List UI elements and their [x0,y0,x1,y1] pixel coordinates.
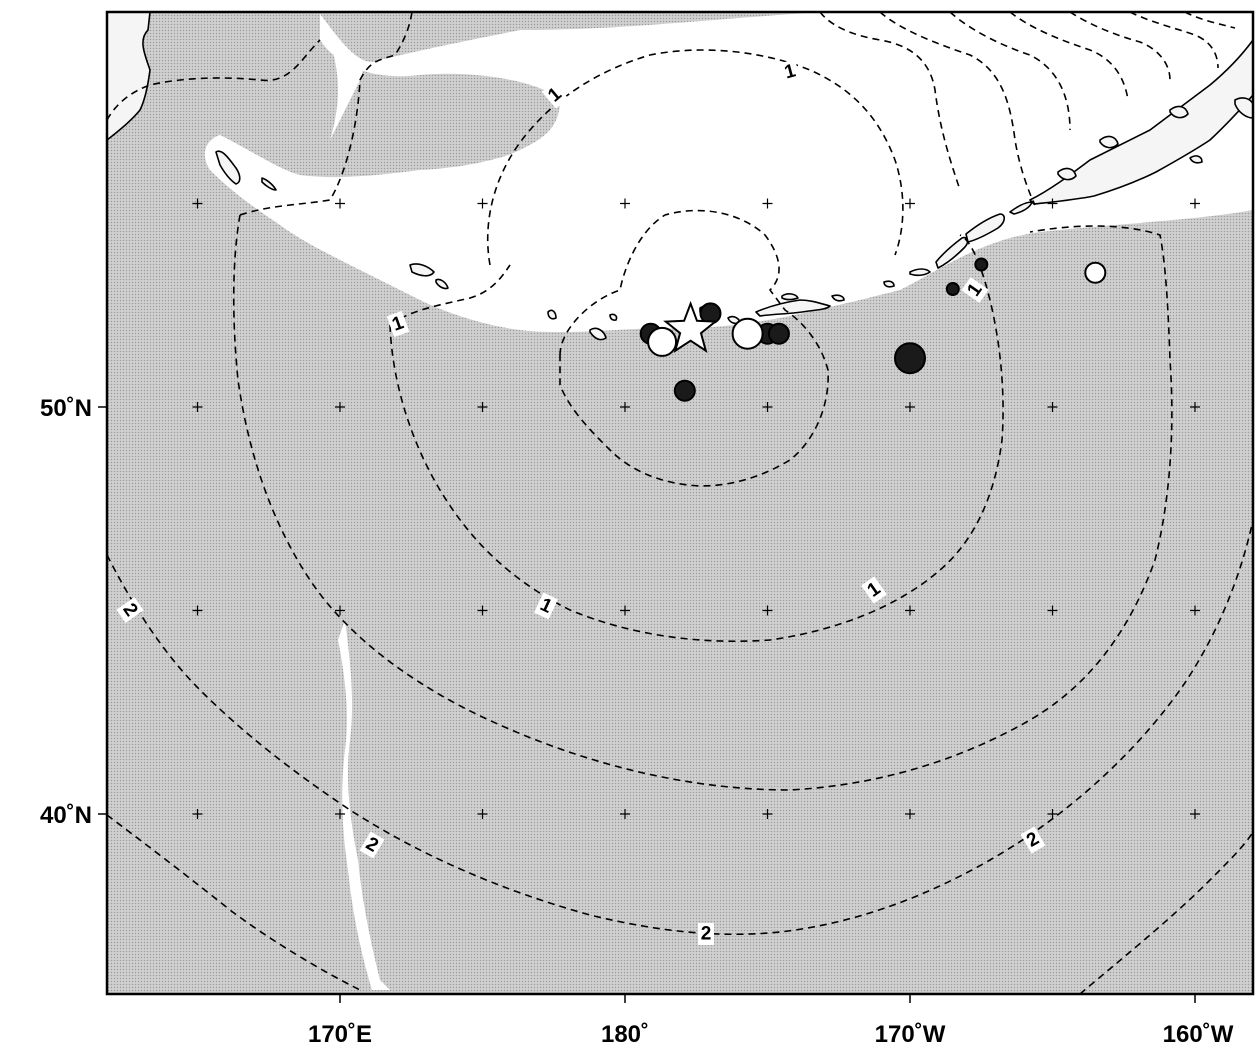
contour-1-ring-west [389,264,511,326]
contour-label: 2 [698,923,714,945]
contour-northeast-1 [819,12,961,191]
shelf-areas [204,12,1253,990]
contour-2-south [107,814,361,991]
contour-northeast-3 [949,12,1071,131]
graticule-cross [335,809,345,819]
graticule-cross [620,605,630,616]
epicenter-star-icon [663,300,718,353]
aleutian-chain-east [755,299,831,317]
contour-northeast-5 [1069,12,1171,81]
graticule-cross [1047,809,1058,819]
graticule-cross [1190,198,1200,209]
station-marker-filled [974,257,989,272]
contour-inner [559,209,829,487]
graticule-cross [1190,402,1200,412]
contour-label: 1 [861,576,887,604]
graticule-cross [762,402,773,412]
station-marker-filled [894,342,926,375]
graticule-cross [905,402,915,412]
graticule-cross [905,809,915,819]
graticule-cross [762,809,773,819]
graticule-cross [1190,809,1200,819]
graticule-cross [335,402,345,412]
contour-label: 2 [116,597,144,623]
contour-big-ring-top [239,12,413,216]
alaska-peninsula [1029,39,1253,205]
graticule-cross [477,402,488,412]
lon-label-180: 180˚ [601,1021,649,1048]
axis-ticks [98,406,1196,1003]
graticule-cross [335,198,345,209]
contour-2 [107,519,1253,936]
graticule-crosses [192,198,1200,819]
station-marker-open [731,317,764,350]
contour-label: 2 [359,831,385,859]
graticule-cross [1190,605,1200,616]
graticule-cross [620,809,630,819]
graticule-cross [620,402,630,412]
graticule-cross [335,605,345,616]
graticule-cross [192,402,203,412]
graticule-cross [762,198,773,209]
contour-west [107,39,321,121]
contour-northeast-7 [1184,12,1236,29]
graticule-cross [477,198,488,209]
contour-lines [107,12,1253,994]
contour-label: 2 [1020,826,1046,854]
contour-label: 1 [779,59,801,85]
station-marker-open [647,326,678,357]
graticule-cross [620,198,630,209]
station-marker-filled [945,282,960,296]
contour-label-group: 1 1 1 1 1 1 2 [116,59,1046,945]
graticule-cross [762,605,773,616]
graticule-cross [905,605,915,616]
station-marker-open [1084,261,1107,284]
contour-1-ring [389,234,1004,642]
map-frame [105,10,1255,996]
lat-label-40n: 40˚N [40,802,92,829]
graticule-cross [477,605,488,616]
lon-label-170w: 170˚W [875,1021,946,1048]
graticule-cross [192,198,203,209]
graticule-cross [477,809,488,819]
contour-label: 1 [386,310,410,338]
svg-text:2: 2 [701,924,712,945]
commander-islands [215,150,241,185]
graticule-cross [1047,198,1058,209]
graticule-cross [1047,605,1058,616]
kamchatka-coast [107,12,151,141]
contour-2-southeast [1079,831,1253,994]
graticule-cross [905,198,915,209]
station-marker-filled [767,322,790,345]
contour-northeast-4 [1009,12,1129,101]
lon-label-160w: 160˚W [1163,1021,1234,1048]
contour-label: 1 [961,277,989,303]
graticule-cross [192,809,203,819]
lon-label-170e: 170˚E [308,1021,372,1048]
contour-northeast-2 [879,12,1036,206]
marker-layer [639,257,1107,402]
contour-label: 1 [534,592,558,620]
graticule-cross [192,605,203,616]
graticule-cross [1047,402,1058,412]
lat-label-50n: 50˚N [40,395,92,422]
contour-big-ring [232,214,1173,791]
landmasses [107,12,1253,341]
station-marker-filled [673,379,696,402]
contour-1-arc-north [487,49,904,266]
contour-northeast-6 [1129,12,1219,69]
